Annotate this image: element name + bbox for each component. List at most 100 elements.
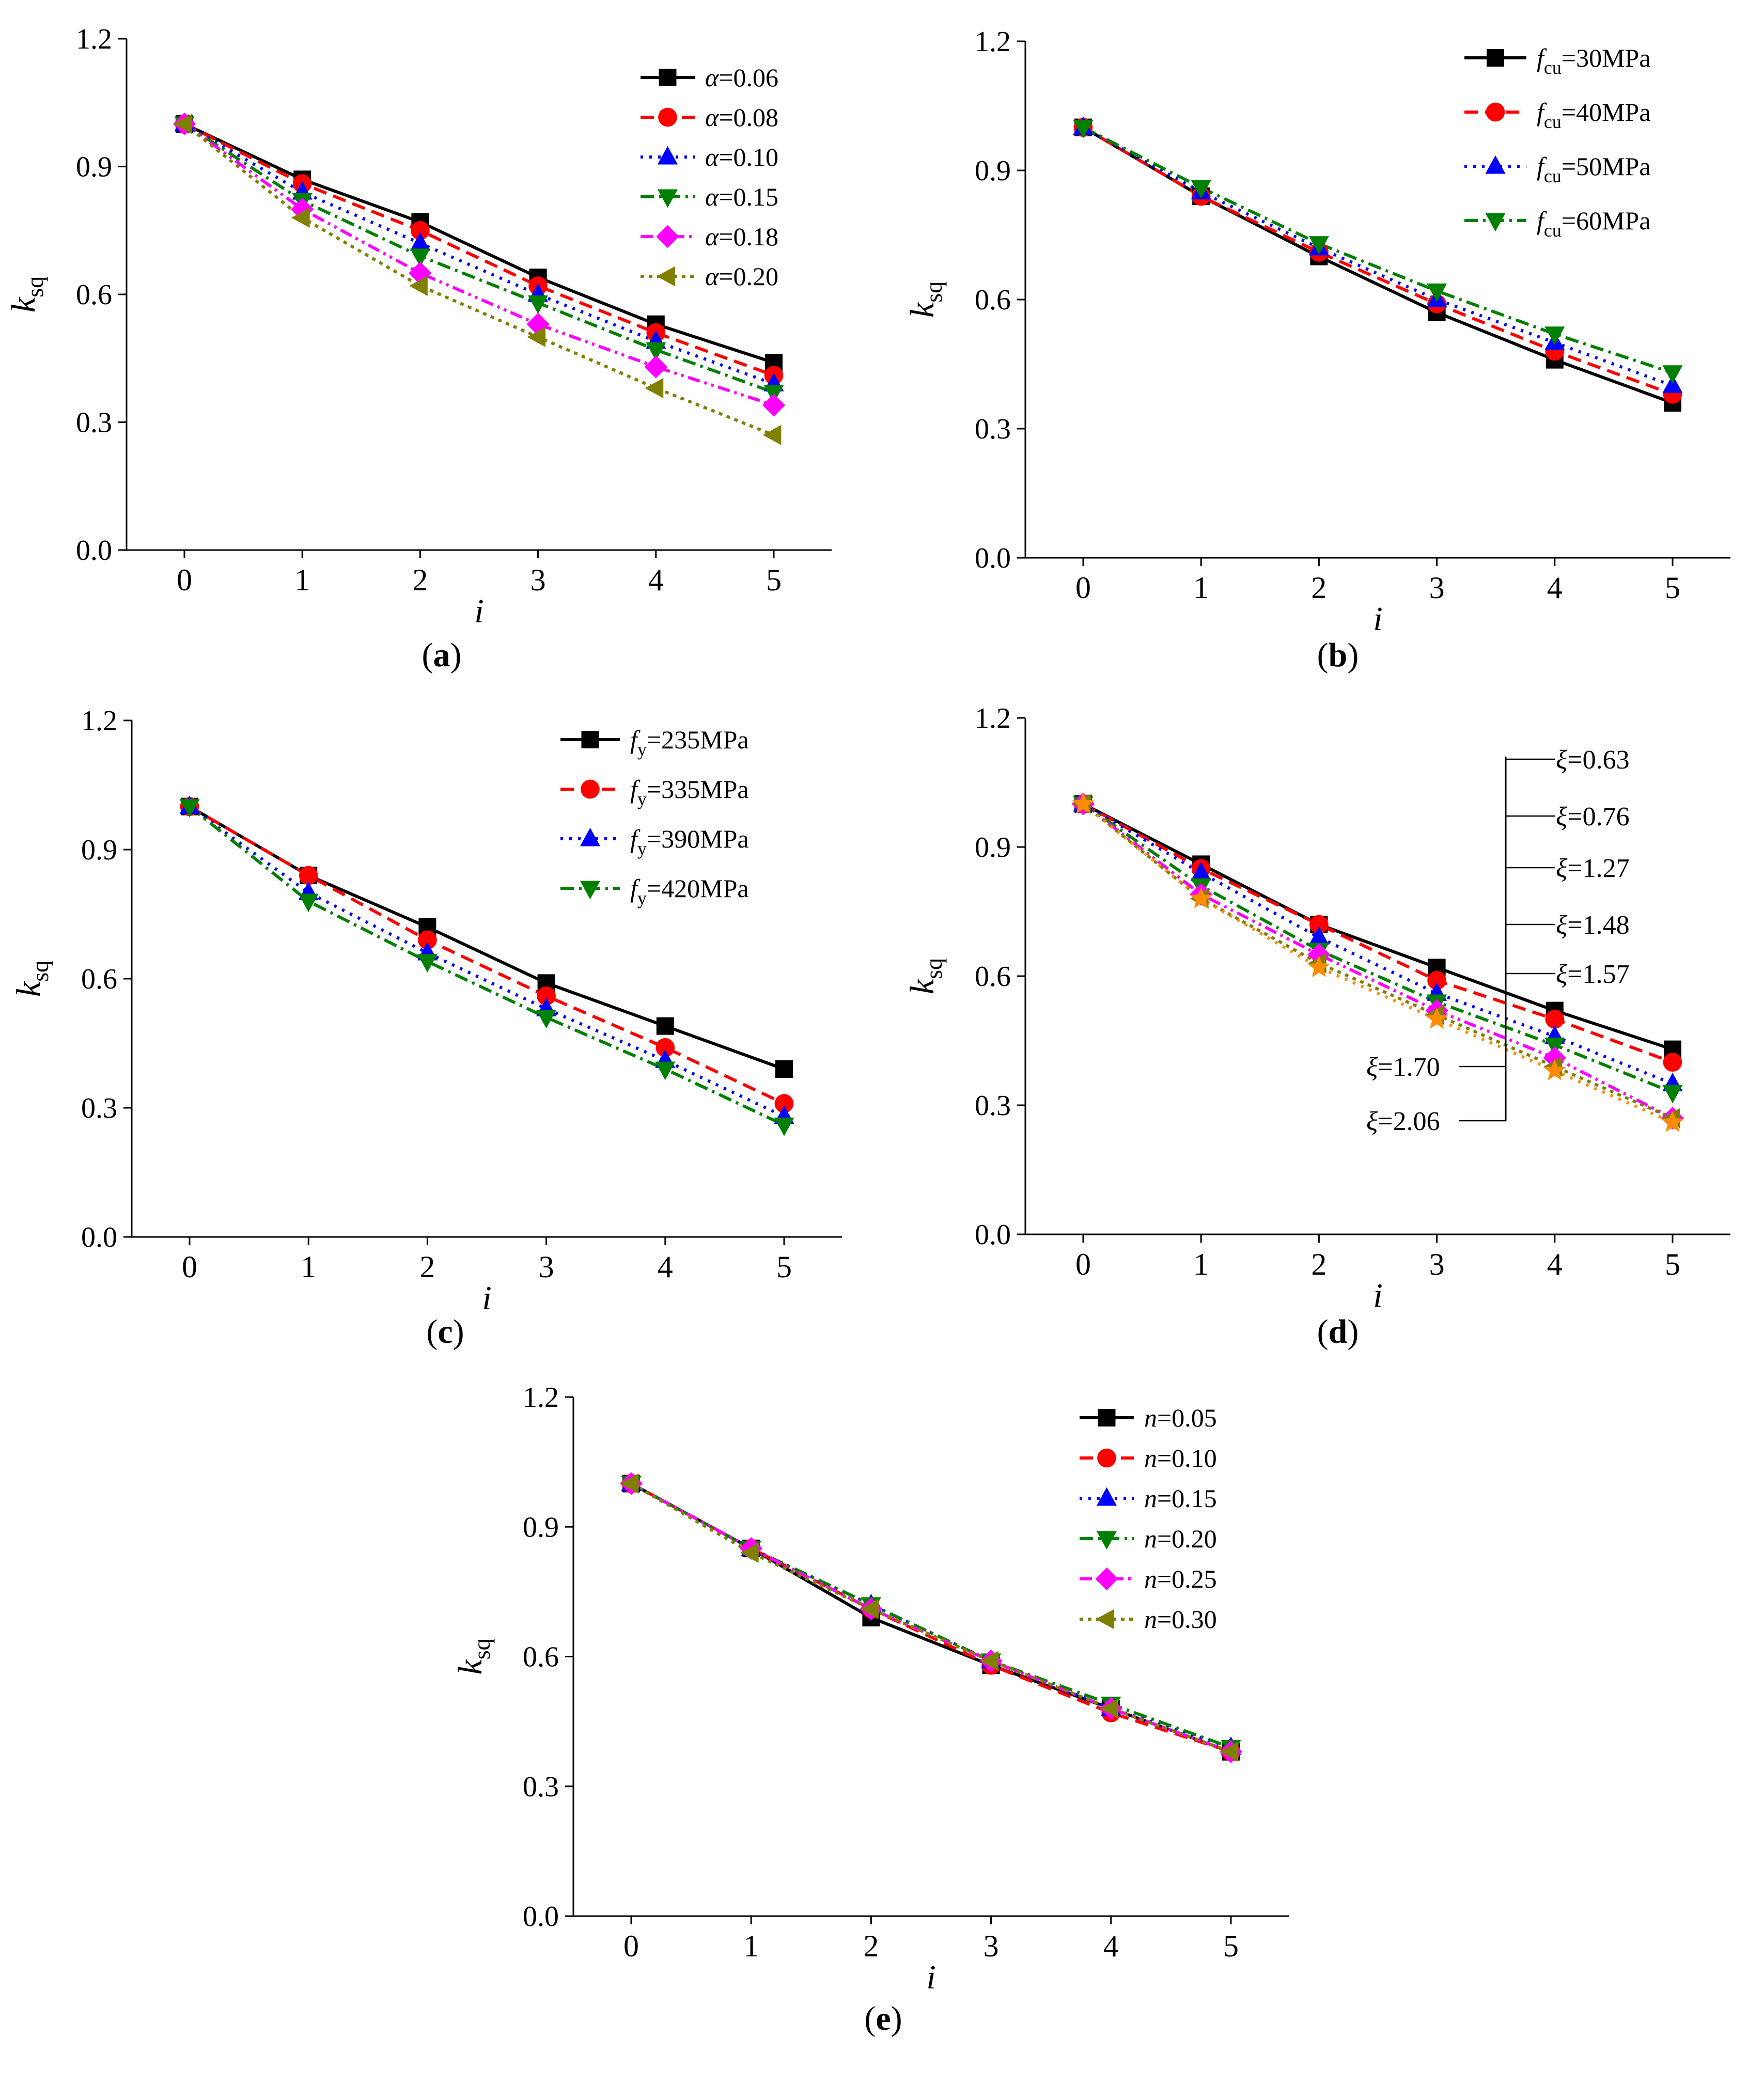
annotation-label-5: ξ=1.57: [1556, 960, 1630, 989]
legend-label-6: α=0.20: [705, 262, 778, 291]
y-tick-label: 1.2: [975, 702, 1011, 734]
chart-panel-b: 0.0 0.3 0.6 0.9 1.2 0 1 2 3 4 5 i ksq fcu=30MPa fcu=40…: [903, 26, 1730, 674]
data-point-s7-x1: [1190, 887, 1212, 908]
series-line-6: [1082, 803, 1674, 1120]
legend-marker-1: [1487, 49, 1504, 67]
series-line-2: [189, 805, 785, 1105]
x-tick-label: 4: [658, 1250, 673, 1284]
legend-value: =0.76: [1567, 802, 1629, 832]
legend-marker-3: [657, 146, 678, 165]
legend: n=0.05n=0.10n=0.15n=0.20n=0.25n=0.30: [1080, 1403, 1217, 1634]
legend-marker-3: [1485, 155, 1506, 174]
panel-caption: (e): [864, 2000, 902, 2037]
y-axis-label-sub: sq: [22, 276, 48, 297]
series-line-1: [630, 1482, 1232, 1753]
data-point-s2-x2: [1309, 915, 1329, 934]
y-tick-label: 0.3: [81, 1092, 117, 1124]
panel-caption: (c): [426, 1313, 464, 1351]
series-line-6: [183, 122, 775, 437]
y-axis-label-k: k: [903, 978, 941, 994]
data-point-s4-x3: [1427, 283, 1447, 302]
y-tick-label: 0.3: [975, 1090, 1011, 1122]
legend-symbol: α: [705, 103, 720, 132]
data-point-s6-x5: [1220, 1742, 1239, 1762]
x-tick-label: 0: [177, 563, 192, 597]
series-line-4: [189, 805, 785, 1127]
data-point-s7-x5: [1661, 1110, 1684, 1132]
legend-marker-2: [1486, 102, 1505, 122]
series-line-3: [1082, 803, 1674, 1086]
caption-paren: (: [426, 1313, 438, 1351]
legend-value: =235MPa: [647, 725, 749, 754]
legend-symbol: α: [705, 182, 720, 211]
series-line-2: [183, 122, 775, 377]
legend-symbol: α: [705, 143, 720, 171]
data-point-s2-x3: [1427, 970, 1446, 990]
data-point-s6-x2: [860, 1598, 879, 1619]
series-line-6: [630, 1482, 1232, 1753]
legend-symbol: α: [705, 63, 720, 92]
data-point-s2-x5: [774, 1094, 794, 1114]
legend-subscript: y: [637, 888, 647, 908]
data-point-s2-x5: [1663, 1053, 1682, 1072]
data-point-s4-x1: [1191, 180, 1211, 199]
caption-letter: c: [438, 1313, 452, 1351]
data-point-s6-x1: [291, 207, 310, 228]
x-tick-label: 3: [1429, 1247, 1445, 1281]
legend-value: =1.57: [1567, 960, 1629, 989]
annotation-label-3: ξ=1.27: [1556, 854, 1630, 883]
annotation-label-6: ξ=1.70: [1366, 1053, 1440, 1082]
legend-label-5: n=0.25: [1144, 1564, 1217, 1593]
legend-value: =0.05: [1157, 1403, 1217, 1432]
data-point-s1-x3: [537, 974, 555, 992]
data-point-s3-x2: [410, 232, 430, 251]
y-tick-label: 0.3: [523, 1771, 559, 1803]
legend-value: =30MPa: [1562, 43, 1651, 72]
legend-value: =0.20: [1157, 1524, 1217, 1553]
legend-value: =0.63: [1567, 745, 1629, 775]
legend-value: =335MPa: [647, 775, 749, 804]
y-tick-label: 0.6: [975, 284, 1011, 316]
y-axis-label: ksq: [903, 958, 947, 994]
caption-paren: (: [1317, 1313, 1329, 1351]
legend-symbol: ξ: [1556, 802, 1568, 832]
x-tick-label: 2: [419, 1250, 435, 1284]
legend-label-2: α=0.08: [705, 103, 778, 132]
legend-value: =40MPa: [1562, 98, 1651, 127]
x-tick-label: 2: [1311, 571, 1326, 605]
legend-marker-4: [580, 881, 601, 900]
y-tick-label: 1.2: [975, 26, 1011, 58]
x-axis-label: i: [474, 592, 483, 630]
legend-symbol: n: [1144, 1564, 1157, 1593]
legend-marker-2: [581, 779, 600, 799]
y-axis-label: ksq: [451, 1638, 495, 1674]
data-point-s6-x1: [740, 1542, 759, 1563]
legend-symbol: n: [1144, 1484, 1157, 1513]
legend-value: =0.20: [719, 262, 778, 291]
legend-marker-1: [1098, 1409, 1116, 1426]
x-tick-label: 5: [1665, 1247, 1680, 1281]
x-tick-label: 0: [1075, 1247, 1091, 1281]
panel-caption: (d): [1317, 1313, 1359, 1351]
legend-value: =0.06: [719, 63, 778, 92]
data-point-s6-x4: [1100, 1698, 1119, 1719]
legend-symbol: n: [1144, 1524, 1157, 1553]
legend-label-4: fcu=60MPa: [1537, 206, 1651, 241]
y-tick-label: 0.6: [523, 1641, 559, 1673]
legend: fy=235MPa fy=335MPa fy=390MPa fy=420MPa: [560, 725, 749, 908]
x-tick-label: 4: [1547, 571, 1563, 605]
legend-symbol: n: [1144, 1444, 1157, 1472]
x-tick-label: 3: [984, 1929, 999, 1963]
data-point-s4-x5: [1662, 1085, 1683, 1104]
x-tick-label: 1: [1193, 571, 1209, 605]
legend: α=0.06α=0.08α=0.10α=0.15α=0.18α=0.20: [641, 63, 778, 291]
data-point-s1-x3: [1428, 959, 1446, 977]
data-point-s4-x3: [528, 295, 549, 314]
legend-value: =1.48: [1567, 911, 1629, 940]
data-point-s2-x4: [655, 1038, 675, 1057]
y-tick-label: 0.6: [81, 963, 117, 995]
legend-subscript: cu: [1544, 112, 1562, 132]
legend-label-2: fcu=40MPa: [1537, 98, 1651, 132]
series-line-7: [1082, 803, 1674, 1124]
data-point-s7-x0: [1072, 792, 1095, 814]
